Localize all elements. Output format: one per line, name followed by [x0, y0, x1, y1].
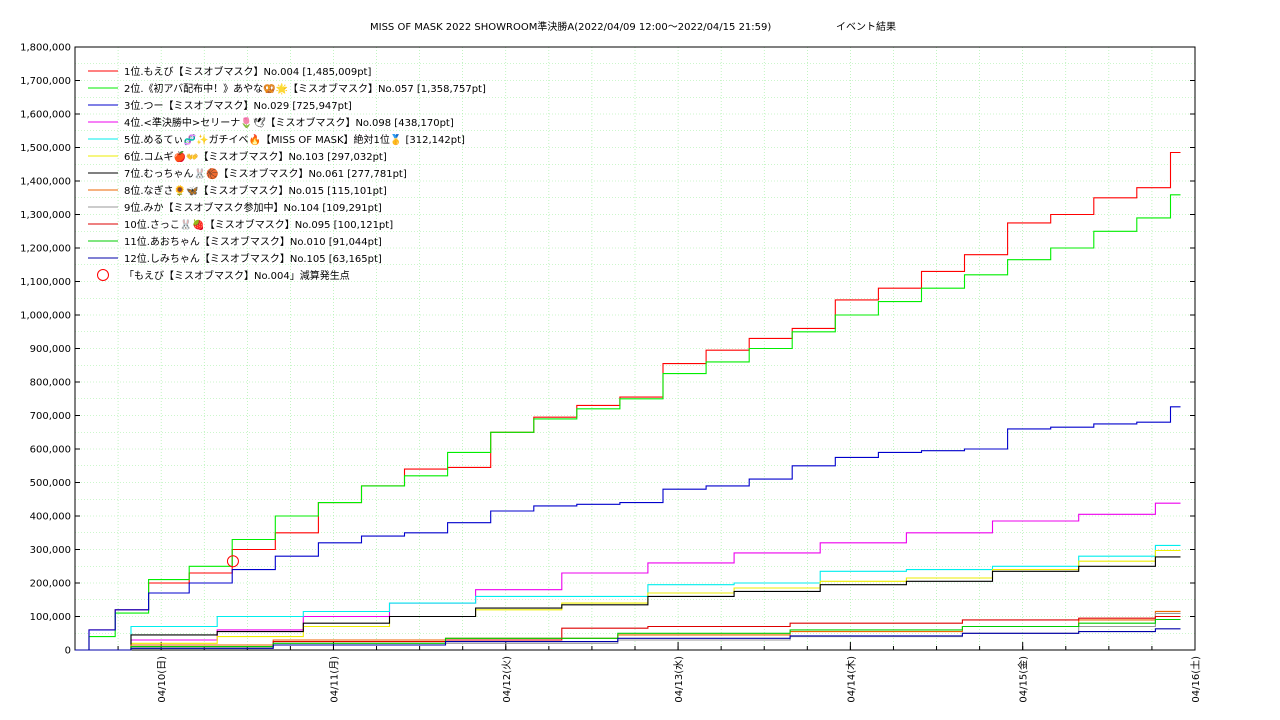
series-line-7	[75, 556, 1181, 651]
deduction-marker	[226, 555, 239, 568]
series-line-5	[75, 544, 1181, 651]
y-tick-label: 200,000	[30, 579, 71, 590]
y-tick-label: 800,000	[30, 378, 71, 389]
legend-label: 3位.つー【ミスオブマスク】No.029 [725,947pt]	[124, 99, 352, 112]
x-tick-label: 04/13(水)	[673, 656, 685, 703]
y-tick-label: 700,000	[30, 411, 71, 422]
y-tick-label: 1,700,000	[20, 76, 71, 87]
chart-title: MISS OF MASK 2022 SHOWROOM準決勝A(2022/04/0…	[370, 20, 771, 33]
y-tick-label: 1,500,000	[20, 143, 71, 154]
y-tick-label: 900,000	[30, 344, 71, 355]
x-tick-label: 04/12(火)	[501, 656, 513, 703]
chart-title-suffix: イベント結果	[836, 20, 896, 33]
legend-label: 6位.コムギ🍎👐【ミスオブマスク】No.103 [297,032pt]	[124, 150, 387, 163]
series-line-8	[75, 610, 1181, 651]
y-tick-label: 1,300,000	[20, 210, 71, 221]
y-tick-label: 300,000	[30, 545, 71, 556]
legend-label: 10位.さっこ🐰🍓【ミスオブマスク】No.095 [100,121pt]	[124, 218, 393, 231]
y-tick-label: 600,000	[30, 445, 71, 456]
legend-label: 12位.しみちゃん【ミスオブマスク】No.105 [63,165pt]	[124, 252, 382, 265]
y-tick-label: 500,000	[30, 478, 71, 489]
legend-label: 11位.あおちゃん【ミスオブマスク】No.010 [91,044pt]	[124, 235, 382, 248]
legend-label: 4位.<準決勝中>セリーナ🌷🕊【ミスオブマスク】No.098 [438,170p…	[124, 116, 454, 129]
markers	[226, 555, 239, 568]
y-tick-label: 1,800,000	[20, 43, 71, 54]
x-tick-label: 04/11(月)	[328, 656, 340, 703]
y-tick-label: 1,600,000	[20, 110, 71, 121]
series-line-3	[75, 406, 1181, 651]
x-tick-label: 04/14(木)	[845, 656, 857, 703]
series-line-2	[75, 194, 1181, 651]
legend: 1位.もえび【ミスオブマスク】No.004 [1,485,009pt] 2位.《初…	[88, 65, 486, 282]
legend-label: 1位.もえび【ミスオブマスク】No.004 [1,485,009pt]	[124, 65, 371, 78]
series-lines	[75, 151, 1181, 651]
y-tick-label: 100,000	[30, 612, 71, 623]
x-tick-label: 04/15(金)	[1017, 656, 1030, 703]
x-tick-label: 04/16(土)	[1189, 656, 1202, 703]
legend-label: 9位.みか【ミスオブマスク参加中】No.104 [109,291pt]	[124, 201, 382, 214]
legend-label: 8位.なぎさ🌻🦋【ミスオブマスク】No.015 [115,101pt]	[124, 184, 387, 197]
y-tick-label: 400,000	[30, 512, 71, 523]
y-tick-label: 1,100,000	[20, 277, 71, 288]
y-tick-label: 1,000,000	[20, 311, 71, 322]
y-tick-label: 0	[65, 646, 71, 657]
legend-marker-swatch	[97, 269, 109, 281]
legend-marker-label: 「もえび【ミスオブマスク】No.004」減算発生点	[124, 269, 350, 282]
y-tick-label: 1,200,000	[20, 244, 71, 255]
axes: 0 100,000 200,000 300,000 400,000 500,000 600,…	[20, 43, 1202, 703]
legend-label: 7位.むっちゃん🐰🏀【ミスオブマスク】No.061 [277,781pt]	[124, 167, 407, 180]
x-tick-label: 04/10(日)	[157, 656, 168, 703]
series-line-4	[75, 502, 1181, 651]
y-tick-label: 1,400,000	[20, 177, 71, 188]
legend-label: 5位.めるてぃ🧬✨ガチイベ🔥【MISS OF MASK】絶対1位🥇 [312,1…	[124, 133, 465, 146]
series-line-12	[75, 628, 1181, 651]
legend-label: 2位.《初アバ配布中！》あやな🥨🌟【ミスオブマスク】No.057 [1,358,…	[124, 82, 486, 95]
